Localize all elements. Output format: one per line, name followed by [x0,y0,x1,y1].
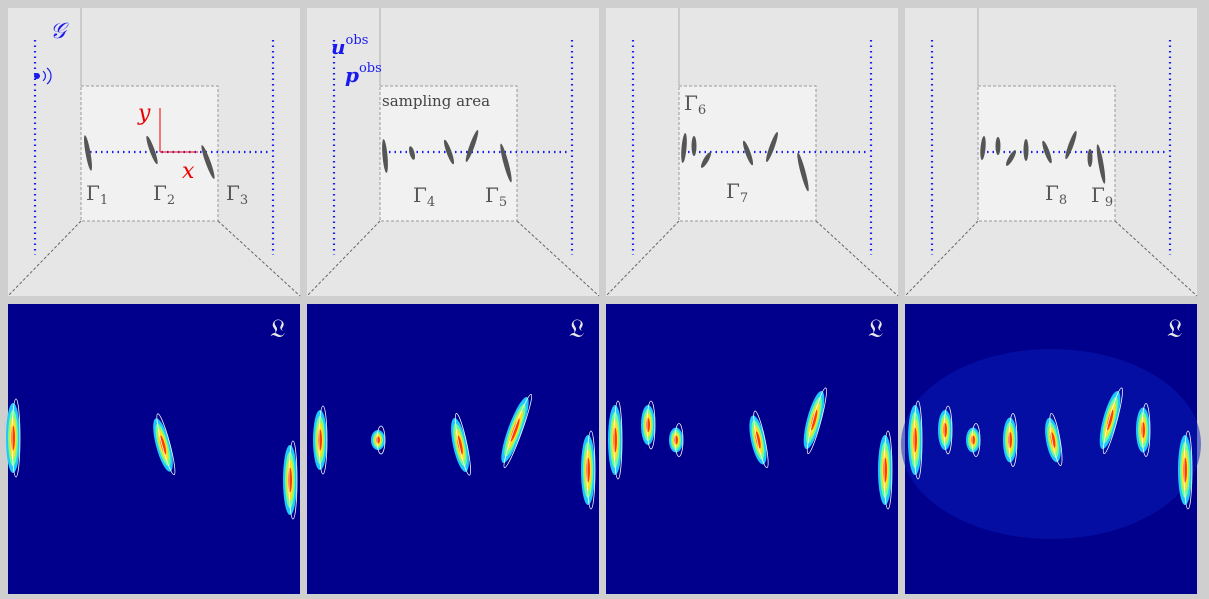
heatmap-blob [1183,458,1187,483]
result-panel: 𝔏 [901,304,1201,594]
heatmap-blob [971,436,975,445]
result-panel: 𝔏 [307,304,599,594]
label-subscript: 3 [240,193,248,208]
result-label: 𝔏 [270,314,285,344]
label-symbol: p [345,63,359,87]
label-symbol: Γ [86,181,100,205]
heatmap-background [8,304,300,594]
result-panel: 𝔏 [606,304,898,594]
result-panel: 𝔏 [6,304,300,594]
label-superscript: obs [359,61,382,76]
obstacle [1088,149,1093,167]
label-subscript: 5 [499,195,507,210]
obstacle [692,136,697,156]
figure: Γ1Γ2Γ3𝒢yxΓ4Γ5uobspobssampling areaΓ6Γ7Γ8… [0,0,1209,599]
label-subscript: 1 [100,193,108,208]
label-subscript: 6 [698,103,706,118]
label-symbol: Γ [153,181,167,205]
scene-panel: Γ8Γ9 [905,8,1197,296]
heatmap-blob [646,418,650,432]
label-subscript: 2 [167,193,175,208]
heatmap-blob [913,428,917,453]
label-symbol: u [331,35,346,59]
label-subscript: 9 [1105,195,1113,210]
label-symbol: Γ [485,183,499,207]
heatmap-blob [943,423,947,437]
heatmap-background [606,304,898,594]
label-subscript: 7 [740,191,748,206]
region-label: sampling area [382,92,490,110]
label-subscript: 8 [1059,193,1067,208]
label-subscript: 4 [427,195,435,210]
heatmap-background [307,304,599,594]
obstacle [996,137,1001,155]
axis-label: y [137,101,151,126]
source [34,73,40,79]
heatmap-blob [1141,422,1145,438]
label-superscript: obs [346,33,369,48]
heatmap-blob [883,458,887,483]
label-symbol: Γ [226,181,240,205]
heatmap-blob [1008,432,1012,448]
obstacle [1024,139,1029,161]
heatmap-blob [613,428,617,453]
heatmap-blob [586,458,590,483]
label-symbol: Γ [1091,183,1105,207]
label-symbol: Γ [413,183,427,207]
label-symbol: Γ [726,179,740,203]
result-label: 𝔏 [569,314,584,344]
heatmap-blob [674,436,678,445]
result-label: 𝔏 [868,314,883,344]
axis-label: x [182,159,195,184]
label-symbol: Γ [1045,181,1059,205]
result-label: 𝔏 [1167,314,1182,344]
label-symbol: Γ [684,91,698,115]
